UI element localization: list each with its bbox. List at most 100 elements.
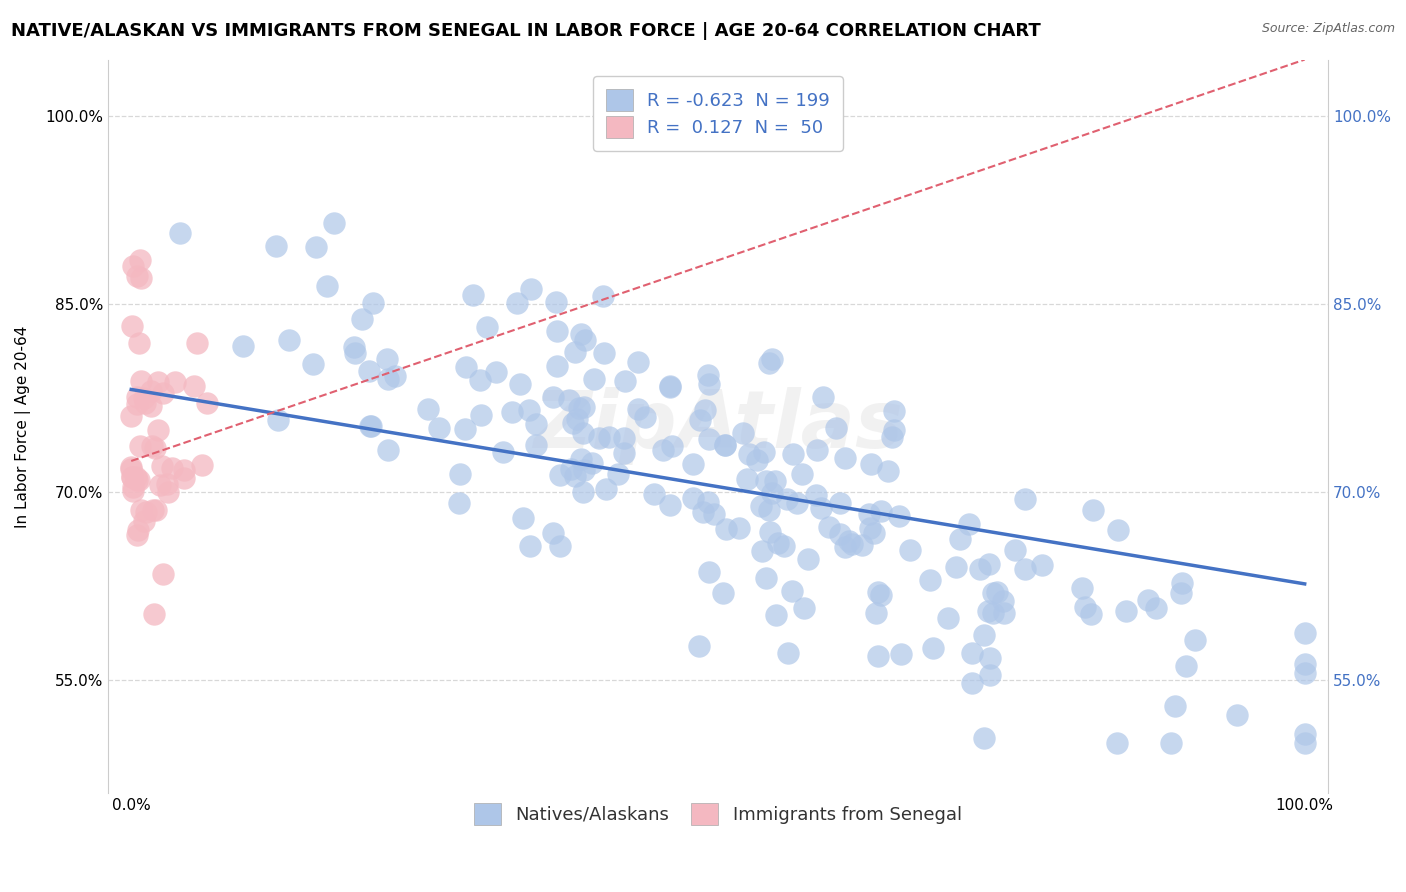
Point: [127, 390, 149, 404]
Point: [132, 391, 155, 405]
Point: [661, 439, 683, 453]
Point: [692, 505, 714, 519]
Point: [786, 496, 808, 510]
Point: [1115, 604, 1137, 618]
Point: [416, 401, 439, 416]
Point: [627, 401, 650, 416]
Point: [614, 374, 637, 388]
Point: [1014, 561, 1036, 575]
Point: [127, 528, 149, 542]
Point: [841, 537, 863, 551]
Point: [127, 397, 149, 411]
Point: [120, 409, 142, 423]
Point: [793, 601, 815, 615]
Point: [546, 294, 568, 309]
Point: [598, 430, 620, 444]
Y-axis label: In Labor Force | Age 20-64: In Labor Force | Age 20-64: [15, 326, 31, 528]
Point: [447, 496, 470, 510]
Point: [128, 336, 150, 351]
Point: [519, 539, 541, 553]
Point: [634, 410, 657, 425]
Point: [139, 399, 162, 413]
Point: [751, 544, 773, 558]
Point: [572, 484, 595, 499]
Point: [127, 523, 149, 537]
Point: [1070, 581, 1092, 595]
Point: [127, 473, 149, 487]
Point: [173, 463, 195, 477]
Point: [960, 646, 983, 660]
Point: [1164, 698, 1187, 713]
Point: [796, 552, 818, 566]
Point: [973, 731, 995, 745]
Point: [658, 498, 681, 512]
Point: [191, 458, 214, 472]
Point: [949, 532, 972, 546]
Point: [713, 437, 735, 451]
Point: [343, 340, 366, 354]
Point: [898, 543, 921, 558]
Point: [737, 472, 759, 486]
Point: [568, 401, 591, 416]
Point: [461, 288, 484, 302]
Point: [883, 423, 905, 437]
Point: [758, 503, 780, 517]
Point: [697, 432, 720, 446]
Point: [561, 416, 583, 430]
Point: [863, 525, 886, 540]
Point: [142, 607, 165, 622]
Point: [232, 339, 254, 353]
Point: [139, 384, 162, 398]
Point: [129, 503, 152, 517]
Point: [360, 418, 382, 433]
Point: [1031, 558, 1053, 573]
Point: [682, 491, 704, 506]
Point: [122, 484, 145, 499]
Point: [266, 239, 288, 253]
Point: [121, 319, 143, 334]
Point: [806, 442, 828, 457]
Point: [128, 253, 150, 268]
Point: [981, 586, 1004, 600]
Point: [651, 443, 673, 458]
Point: [761, 351, 783, 366]
Point: [142, 503, 165, 517]
Point: [574, 463, 596, 477]
Point: [828, 495, 851, 509]
Point: [427, 421, 450, 435]
Point: [323, 216, 346, 230]
Point: [560, 462, 582, 476]
Point: [195, 396, 218, 410]
Point: [152, 386, 174, 401]
Point: [782, 447, 804, 461]
Point: [315, 279, 337, 293]
Point: [121, 470, 143, 484]
Legend: Natives/Alaskans, Immigrants from Senegal: Natives/Alaskans, Immigrants from Senega…: [463, 792, 973, 836]
Point: [485, 365, 508, 379]
Point: [129, 374, 152, 388]
Point: [810, 501, 832, 516]
Point: [546, 359, 568, 373]
Point: [870, 504, 893, 518]
Point: [588, 431, 610, 445]
Point: [129, 271, 152, 285]
Point: [792, 467, 814, 481]
Point: [468, 373, 491, 387]
Point: [148, 423, 170, 437]
Point: [449, 467, 471, 481]
Point: [613, 446, 636, 460]
Point: [567, 411, 589, 425]
Point: [834, 450, 856, 465]
Point: [882, 430, 904, 444]
Point: [454, 422, 477, 436]
Point: [870, 588, 893, 602]
Point: [759, 524, 782, 539]
Point: [890, 647, 912, 661]
Point: [305, 240, 328, 254]
Point: [682, 457, 704, 471]
Point: [606, 467, 628, 481]
Point: [526, 417, 548, 432]
Point: [868, 648, 890, 663]
Point: [343, 345, 366, 359]
Point: [834, 540, 856, 554]
